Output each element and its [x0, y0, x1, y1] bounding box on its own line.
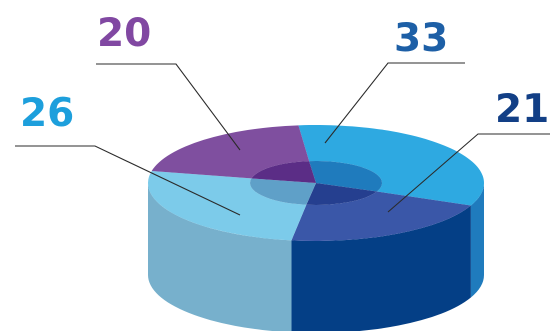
- leader-line-33: [324, 62, 465, 144]
- chart-leader-lines: [15, 62, 550, 216]
- slice-top-21: [291, 191, 471, 242]
- slice-side-33: [470, 183, 484, 298]
- slice-top-26: [147, 170, 307, 241]
- leader-line-20: [96, 63, 241, 151]
- hole-segment-33: [309, 160, 383, 192]
- slice-side-26: [148, 183, 292, 331]
- chart-sides: [148, 183, 484, 331]
- data-label-21: 21: [495, 87, 549, 132]
- chart-data-labels: 33 21 26 20: [20, 11, 549, 136]
- slice-top-20: [151, 125, 310, 179]
- chart-top-slices: [147, 125, 484, 242]
- leader-line-21: [387, 133, 550, 213]
- slice-top-33: [298, 125, 484, 206]
- slice-side-21: [291, 205, 471, 331]
- hole-segment-21: [306, 183, 377, 205]
- data-label-20: 20: [97, 11, 151, 56]
- leader-line-26: [15, 145, 241, 216]
- hole-segment-20: [251, 161, 316, 183]
- data-label-33: 33: [394, 16, 448, 61]
- chart-hole: [250, 160, 383, 205]
- hole-segment-26: [250, 178, 316, 205]
- data-label-26: 26: [20, 91, 74, 136]
